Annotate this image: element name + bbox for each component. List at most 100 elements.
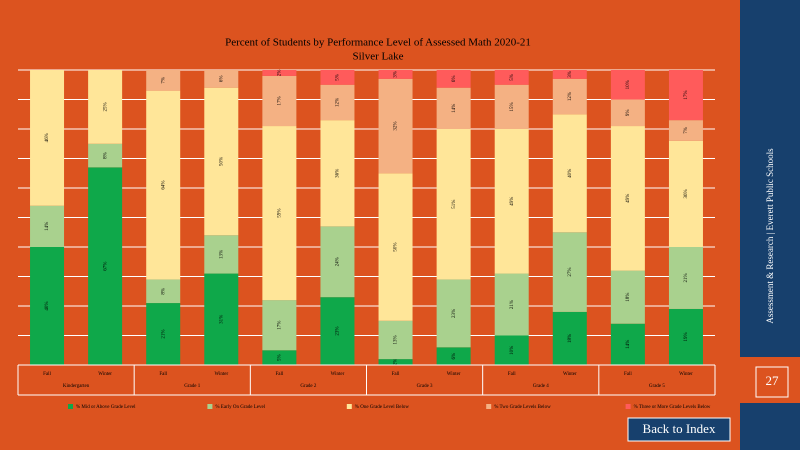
bar-segment xyxy=(552,70,587,79)
group-label: Grade 5 xyxy=(649,384,665,389)
group-label: Grade 4 xyxy=(533,384,549,389)
group-label: Kindergarten xyxy=(63,384,90,389)
bar-segment xyxy=(378,320,413,360)
bar-segment xyxy=(320,226,355,298)
group-label: Grade 3 xyxy=(417,384,433,389)
bar-segment xyxy=(30,70,65,206)
data-label: 12% xyxy=(568,92,573,101)
bar-segment xyxy=(610,270,645,324)
chart-title: Percent of Students by Performance Level… xyxy=(225,37,531,49)
x-tick-label: Winter xyxy=(563,372,577,377)
legend-swatch xyxy=(486,404,492,409)
x-tick-label: Fall xyxy=(159,372,167,377)
x-tick-label: Fall xyxy=(624,372,632,377)
legend-swatch xyxy=(625,404,631,409)
data-label: 50% xyxy=(219,157,224,166)
data-label: 14% xyxy=(626,340,631,349)
bar-segment xyxy=(668,247,703,309)
bar-segment xyxy=(610,99,645,127)
bar-segment xyxy=(88,70,123,144)
bar-segment xyxy=(146,279,181,304)
data-label: 40% xyxy=(45,301,50,310)
bar-segment xyxy=(262,350,297,365)
bar-segment xyxy=(610,126,645,271)
data-label: 17% xyxy=(278,321,283,330)
x-tick-label: Fall xyxy=(275,372,283,377)
bar-segment xyxy=(320,84,355,121)
back-button[interactable] xyxy=(627,417,731,442)
data-label: 14% xyxy=(452,104,457,113)
bar-segment xyxy=(204,70,239,88)
legend-swatch xyxy=(346,404,352,409)
page-number: 27 xyxy=(766,373,780,388)
bar-segment xyxy=(494,335,529,365)
back-button-label[interactable]: Back to Index xyxy=(643,421,716,436)
data-label: 3% xyxy=(568,71,573,78)
data-label: 46% xyxy=(45,133,50,142)
legend-label: % Mid or Above Grade Level xyxy=(76,405,136,410)
data-label: 49% xyxy=(510,197,515,206)
data-label: 17% xyxy=(684,90,689,99)
bar-segment xyxy=(88,167,123,365)
bar-segment xyxy=(88,143,123,168)
bar-segment xyxy=(378,173,413,321)
x-tick-label: Fall xyxy=(508,372,516,377)
data-label: 18% xyxy=(626,293,631,302)
data-label: 14% xyxy=(45,222,50,231)
data-label: 7% xyxy=(684,127,689,134)
data-label: 50% xyxy=(394,242,399,251)
bar-segment xyxy=(262,126,297,301)
bar-segment xyxy=(610,323,645,365)
data-label: 21% xyxy=(161,329,166,338)
bar-segment xyxy=(436,347,471,365)
data-label: 36% xyxy=(684,189,689,198)
legend-label: % Two Grade Levels Below xyxy=(494,405,551,410)
bar-segment xyxy=(436,87,471,129)
data-label: 13% xyxy=(394,335,399,344)
bar-segment xyxy=(320,297,355,365)
data-label: 15% xyxy=(510,102,515,111)
data-label: 13% xyxy=(219,250,224,259)
data-label: 12% xyxy=(336,98,341,107)
bar-segment xyxy=(204,87,239,236)
bar-segment xyxy=(378,78,413,174)
data-label: 3% xyxy=(394,71,399,78)
bar-segment xyxy=(668,140,703,247)
x-tick-label: Winter xyxy=(447,372,461,377)
bar-segment xyxy=(146,90,181,280)
data-label: 59% xyxy=(278,208,283,217)
legend-swatch xyxy=(207,404,213,409)
data-label: 51% xyxy=(452,200,457,209)
bar-segment xyxy=(320,70,355,85)
data-label: 21% xyxy=(684,273,689,282)
x-tick-label: Winter xyxy=(98,372,112,377)
bar-segment xyxy=(146,303,181,365)
data-label: 9% xyxy=(626,109,631,116)
data-label: 24% xyxy=(336,257,341,266)
data-label: 17% xyxy=(278,96,283,105)
bar-segment xyxy=(262,300,297,351)
bar-segment xyxy=(610,70,645,100)
group-label: Grade 2 xyxy=(300,384,316,389)
data-label: 6% xyxy=(452,76,457,83)
data-label: 23% xyxy=(336,326,341,335)
bar-segment xyxy=(320,120,355,227)
data-label: 23% xyxy=(452,309,457,318)
chart-subtitle: Silver Lake xyxy=(352,51,403,63)
data-label: 27% xyxy=(568,267,573,276)
bar-segment xyxy=(552,114,587,233)
data-label: 5% xyxy=(510,74,515,81)
group-label: Grade 1 xyxy=(184,384,200,389)
data-label: 19% xyxy=(684,332,689,341)
data-label: 2% xyxy=(394,359,399,366)
bar-segment xyxy=(436,129,471,280)
sidebar-text: Assessment & Research | Everett Public S… xyxy=(765,148,775,324)
data-label: 36% xyxy=(336,169,341,178)
bar-segment xyxy=(552,232,587,312)
data-label: 31% xyxy=(219,315,224,324)
x-tick-label: Fall xyxy=(392,372,400,377)
data-label: 8% xyxy=(161,288,166,295)
page-number-box xyxy=(755,366,789,398)
bar-segment xyxy=(494,129,529,274)
